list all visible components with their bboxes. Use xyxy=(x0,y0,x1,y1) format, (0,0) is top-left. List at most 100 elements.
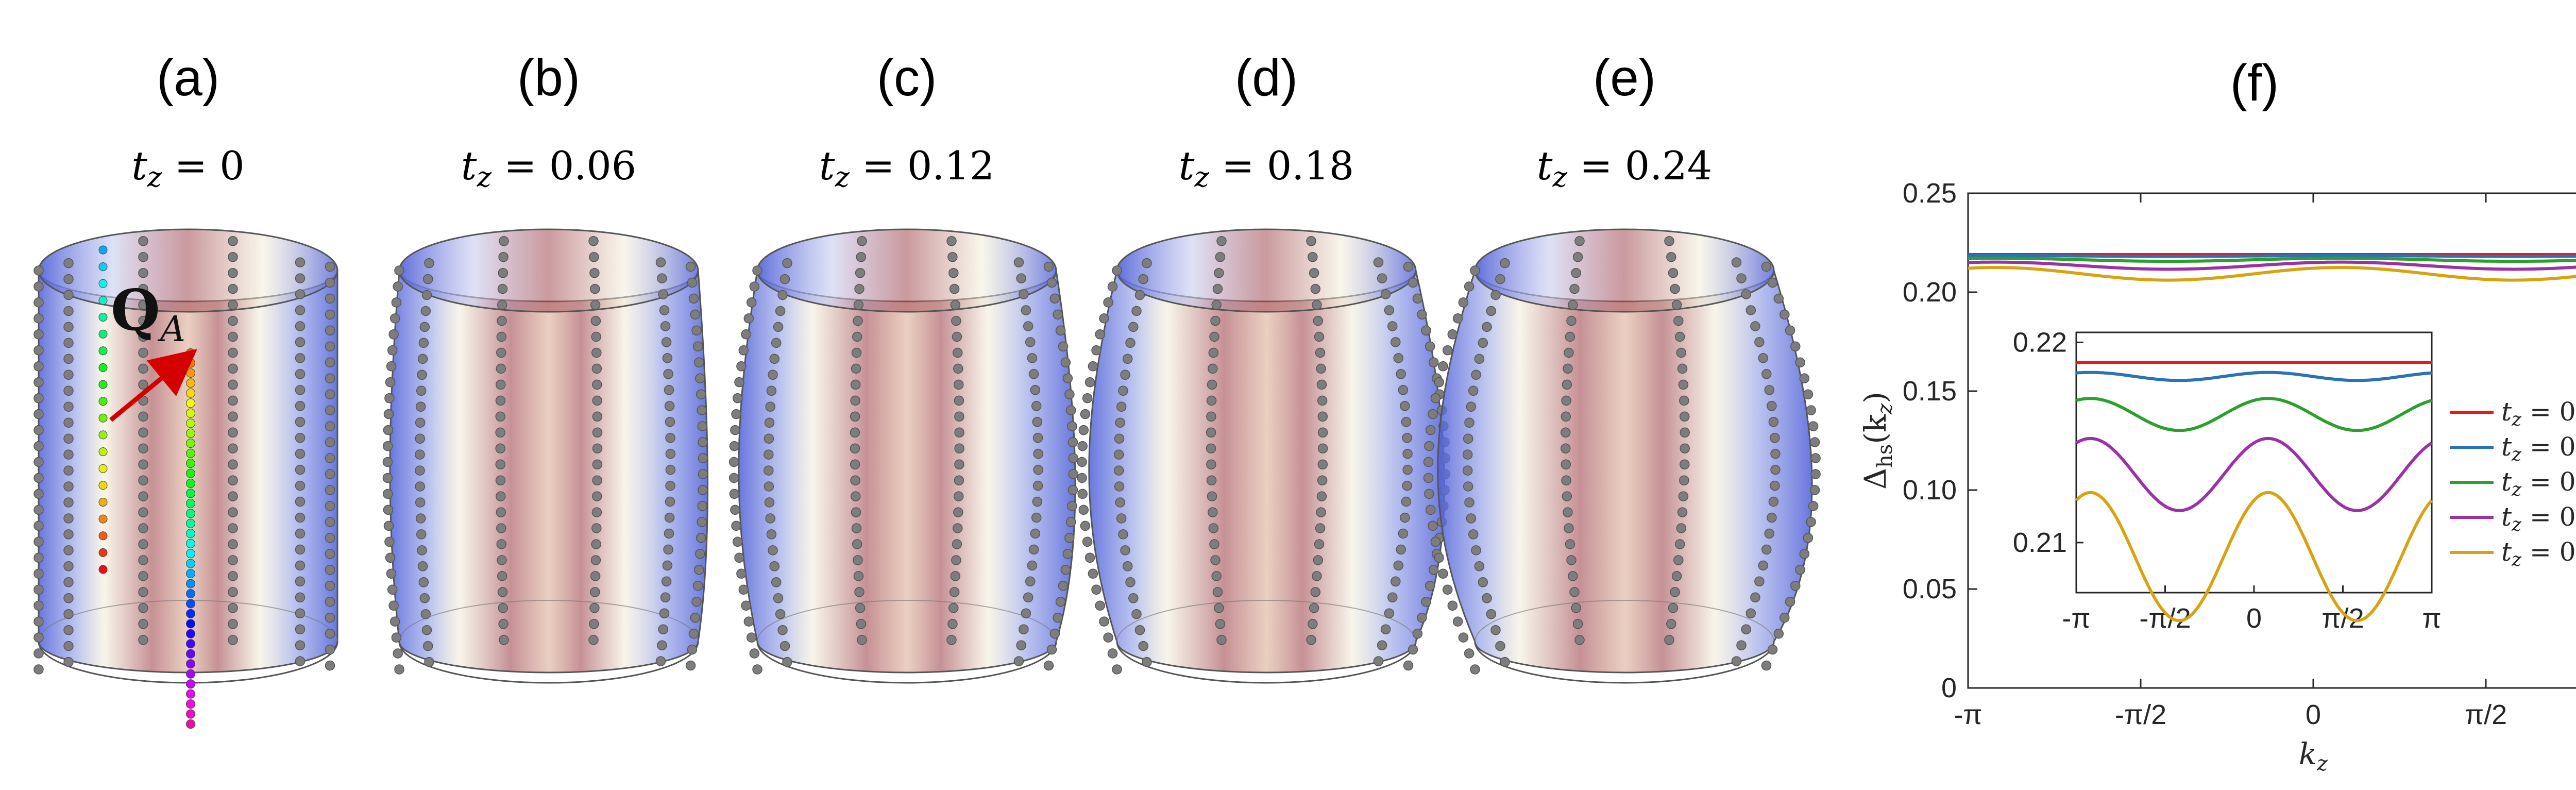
lattice-dot xyxy=(228,443,238,453)
lattice-dot xyxy=(382,473,393,483)
lattice-dot xyxy=(1770,464,1781,475)
lattice-dot xyxy=(949,587,960,597)
inset-series-line xyxy=(2075,436,2433,512)
lattice-dot xyxy=(420,306,431,316)
lattice-dot xyxy=(852,539,862,549)
lattice-dot xyxy=(1428,564,1439,575)
lattice-dot xyxy=(1402,464,1413,475)
lattice-dot xyxy=(1033,448,1043,459)
inset-x-tick-label: 0 xyxy=(2246,603,2262,634)
lattice-dot xyxy=(1027,353,1038,363)
lattice-dot xyxy=(665,416,675,427)
lattice-dot xyxy=(698,453,708,463)
lattice-dot xyxy=(1068,469,1079,479)
colored-lattice-dot xyxy=(186,459,195,468)
lattice-dot xyxy=(295,305,306,315)
lattice-dot xyxy=(1810,469,1821,479)
lattice-dot xyxy=(383,409,394,419)
lattice-dot xyxy=(1206,443,1216,453)
colored-lattice-dot xyxy=(186,378,195,388)
colored-lattice-dot xyxy=(186,629,195,638)
lattice-dot xyxy=(295,369,306,379)
lattice-dot xyxy=(1452,616,1463,627)
lattice-dot xyxy=(777,625,788,635)
lattice-dot xyxy=(497,555,507,565)
lattice-dot xyxy=(764,465,774,476)
lattice-dot xyxy=(765,513,775,524)
lattice-dot xyxy=(1464,281,1475,292)
cylinder-top-cap xyxy=(398,228,699,313)
lattice-dot xyxy=(1790,341,1801,352)
panel-label: (d) xyxy=(1235,49,1298,107)
lattice-dot xyxy=(1668,267,1679,278)
lattice-dot xyxy=(1803,389,1814,399)
lattice-dot xyxy=(738,584,749,595)
colored-lattice-dot xyxy=(186,398,195,408)
lattice-dot xyxy=(495,395,506,406)
lattice-dot xyxy=(592,427,603,438)
lattice-dot xyxy=(1803,533,1814,543)
legend-entry: tz = 0.12 xyxy=(2450,467,2576,500)
lattice-dot xyxy=(1425,505,1436,515)
lattice-dot xyxy=(657,273,667,283)
lattice-dot xyxy=(741,329,751,340)
panel-label: (e) xyxy=(1593,49,1656,107)
lattice-dot xyxy=(1131,609,1142,619)
lattice-dot xyxy=(1428,520,1438,531)
lattice-dot xyxy=(664,401,675,411)
lattice-dot xyxy=(1471,369,1481,380)
lattice-dot xyxy=(591,363,602,374)
tz-label: tz = 0.06 xyxy=(461,143,636,193)
lattice-dot xyxy=(1447,600,1458,611)
lattice-dot xyxy=(1032,432,1043,443)
lattice-dot xyxy=(1761,544,1772,555)
lattice-dot xyxy=(1438,568,1448,579)
lattice-dot xyxy=(771,577,782,587)
lattice-dot xyxy=(1462,465,1473,476)
colored-lattice-dot xyxy=(186,669,195,679)
colored-lattice-dot xyxy=(186,659,195,669)
lattice-dot xyxy=(1568,299,1578,310)
lattice-dot xyxy=(1770,480,1780,491)
lattice-dot xyxy=(1478,577,1488,587)
lattice-dot xyxy=(1067,485,1078,495)
lattice-dot xyxy=(765,401,775,412)
lattice-dot xyxy=(1770,432,1780,443)
lattice-dot xyxy=(1032,496,1043,507)
lattice-dot xyxy=(1067,437,1078,447)
lattice-dot xyxy=(1393,560,1404,571)
cylinder-bottom-back xyxy=(399,600,699,642)
lattice-dot xyxy=(393,648,403,659)
colored-lattice-dot xyxy=(186,679,195,689)
colored-lattice-dot xyxy=(186,418,195,428)
lattice-dot xyxy=(850,395,860,406)
lattice-dot xyxy=(764,481,774,492)
lattice-dot xyxy=(1458,632,1469,643)
lattice-dot xyxy=(1373,257,1384,267)
lattice-dot xyxy=(655,257,666,267)
lattice-dot xyxy=(766,385,777,396)
lattice-dot xyxy=(1053,309,1063,320)
lattice-dot xyxy=(664,385,674,395)
lattice-dot xyxy=(1060,564,1071,575)
lattice-dot xyxy=(415,417,426,428)
lattice-dot xyxy=(496,347,506,358)
lattice-dot xyxy=(138,363,148,374)
lattice-dot xyxy=(764,417,775,428)
lattice-dot xyxy=(295,353,306,363)
lattice-dot xyxy=(1574,635,1585,645)
lattice-dot xyxy=(766,529,777,540)
lattice-dot xyxy=(1208,347,1219,358)
lattice-dot xyxy=(325,549,335,559)
lattice-dot xyxy=(63,449,74,460)
lattice-dot xyxy=(228,395,238,406)
colored-lattice-dot xyxy=(98,262,108,272)
lattice-dot xyxy=(138,475,148,485)
lattice-dot xyxy=(590,587,600,597)
lattice-dot xyxy=(498,619,509,629)
lattice-dot xyxy=(1027,560,1038,571)
lattice-dot xyxy=(33,425,44,435)
lattice-dot xyxy=(1032,416,1043,427)
colored-lattice-dot xyxy=(186,498,195,508)
lattice-dot xyxy=(951,315,961,326)
